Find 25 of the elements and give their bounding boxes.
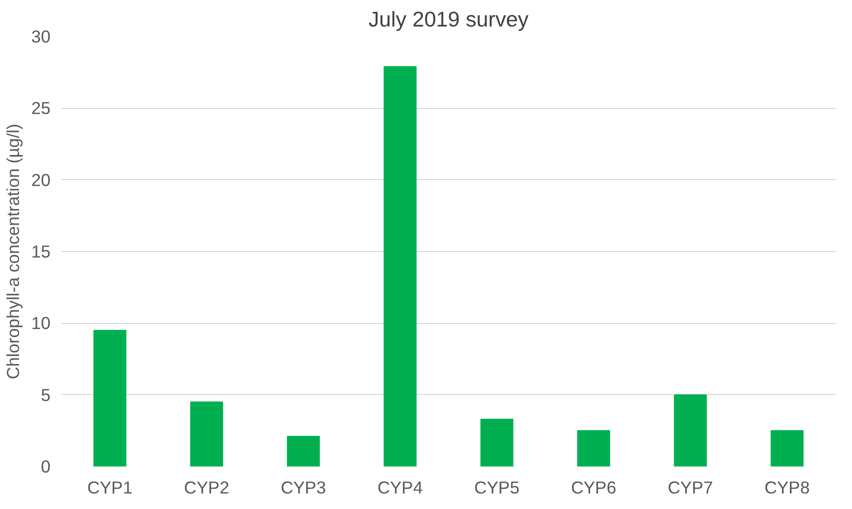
bar	[770, 430, 804, 466]
bar	[577, 430, 610, 466]
chart-title: July 2019 survey	[368, 8, 529, 32]
y-tick-label: 10	[31, 313, 51, 334]
y-tick-label: 5	[40, 384, 51, 405]
y-tick-label: 30	[31, 26, 51, 46]
x-tick-label: CYP8	[764, 478, 810, 498]
x-tick-label: CYP4	[377, 478, 424, 498]
bar	[286, 436, 320, 466]
x-tick-label: CYP2	[184, 478, 230, 498]
y-tick-label: 20	[31, 170, 51, 190]
bar	[674, 394, 707, 466]
y-tick-label: 25	[31, 98, 51, 118]
bar	[384, 66, 417, 466]
y-tick-label: 0	[40, 456, 51, 476]
bar	[480, 418, 514, 466]
y-axis-title: Chlorophyll-a concentration (µg/l)	[3, 124, 24, 380]
x-tick-label: CYP7	[668, 478, 714, 498]
bar	[190, 402, 224, 466]
bar	[93, 330, 126, 466]
y-tick-label: 15	[31, 242, 51, 262]
x-tick-label: CYP5	[474, 478, 520, 498]
x-tick-label: CYP1	[87, 478, 133, 498]
x-tick-label: CYP6	[570, 478, 616, 498]
x-tick-label: CYP3	[280, 478, 326, 498]
